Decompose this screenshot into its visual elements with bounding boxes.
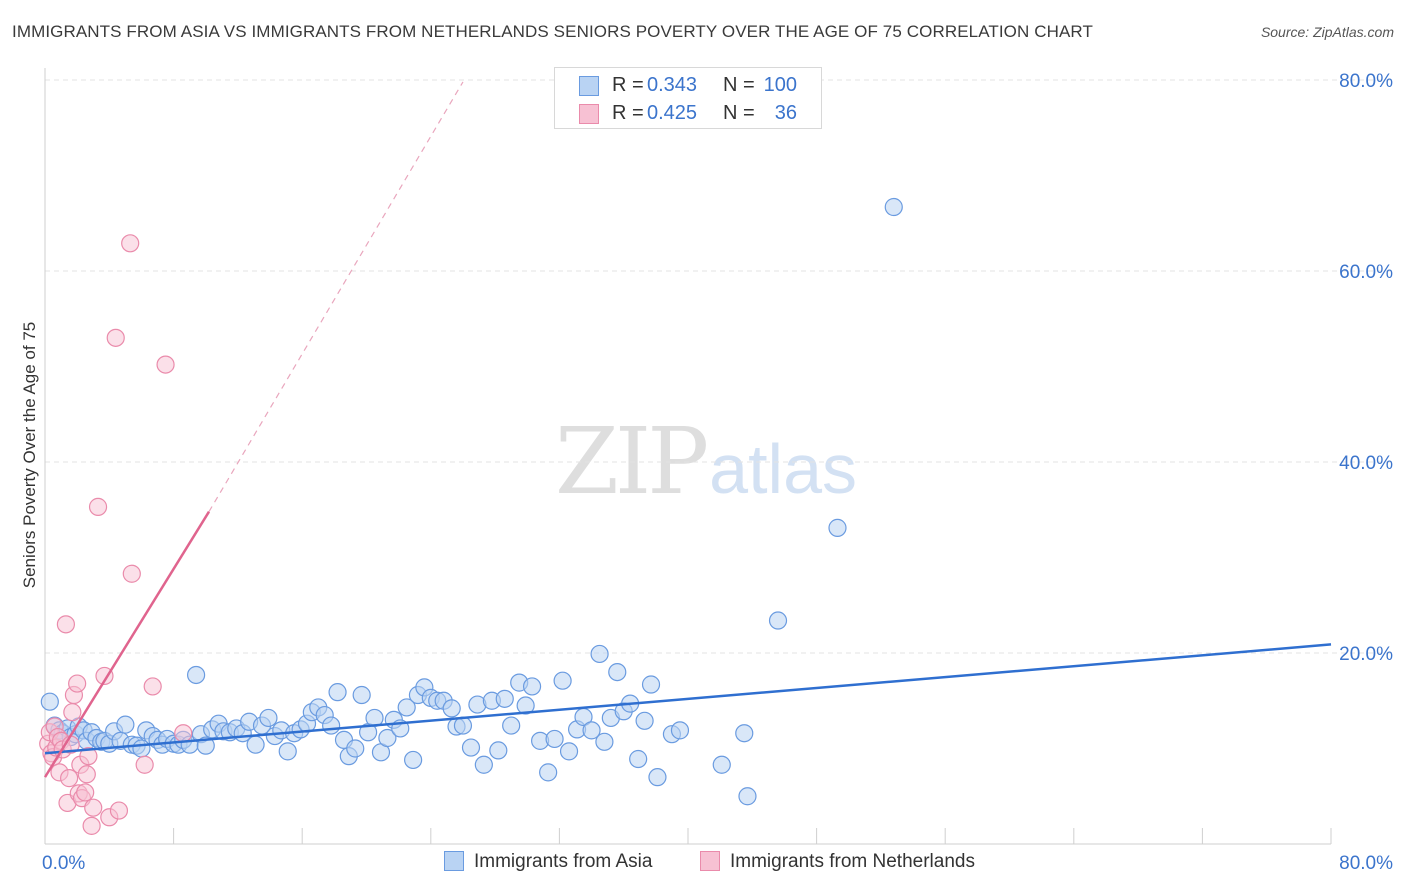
asia-point-57 [352, 685, 371, 705]
asia-point-61 [378, 728, 397, 748]
asia-point-83 [522, 677, 542, 696]
netherlands-point-21 [77, 765, 96, 784]
netherlands-point-31 [122, 564, 141, 583]
netherlands-point-24 [84, 798, 103, 817]
asia-point-98 [629, 749, 648, 769]
netherlands-point-22 [79, 747, 98, 766]
asia-point-86 [545, 729, 564, 749]
watermark-atlas: atlas [709, 430, 858, 508]
source-credit: Source: ZipAtlas.com [1260, 24, 1394, 40]
asia-point-42 [259, 708, 278, 728]
asia-point-105 [735, 724, 754, 743]
y-tick-label-1: 40.0% [1339, 453, 1393, 474]
netherlands-point-14 [63, 703, 82, 722]
asia-point-101 [648, 768, 667, 787]
asia-legend-swatch [444, 851, 464, 871]
asia-point-74 [461, 738, 481, 757]
netherlands-point-28 [106, 328, 125, 347]
asia-legend-label: Immigrants from Asia [474, 851, 653, 872]
netherlands-point-35 [174, 724, 193, 743]
asia-point-82 [516, 696, 535, 715]
netherlands-point-30 [121, 234, 140, 253]
asia-point-17 [116, 715, 135, 734]
asia-point-79 [495, 689, 514, 708]
asia-point-71 [442, 699, 461, 718]
asia-point-64 [397, 698, 416, 717]
asia-point-100 [641, 675, 661, 694]
asia-point-107 [768, 611, 788, 630]
legend-row-asia: R = 0.343 N = 100 [555, 72, 821, 100]
asia-n-value: 100 [763, 74, 797, 96]
netherlands-point-12 [60, 769, 79, 788]
y-tick-label-0: 20.0% [1339, 644, 1393, 665]
netherlands-legend-label: Immigrants from Netherlands [730, 851, 975, 872]
asia-point-99 [635, 711, 654, 730]
y-tick-label-2: 60.0% [1339, 262, 1393, 283]
asia-point-88 [559, 742, 579, 761]
asia-point-45 [278, 742, 297, 761]
netherlands-point-33 [143, 677, 162, 696]
netherlands-trend-line [43, 511, 211, 778]
correlation-legend: R = 0.343 N = 100 R = 0.425 N = 36 [554, 67, 822, 129]
x-tick-label-1: 80.0% [1339, 853, 1393, 874]
asia-point-30 [187, 665, 206, 685]
chart-title: IMMIGRANTS FROM ASIA VS IMMIGRANTS FROM … [12, 22, 1093, 41]
asia-point-106 [738, 787, 757, 806]
asia-point-56 [346, 739, 365, 758]
netherlands-r-value: 0.425 [647, 102, 698, 124]
y-tick-label-3: 80.0% [1339, 71, 1393, 92]
asia-r-value: 0.343 [647, 74, 698, 96]
netherlands-point-25 [88, 497, 108, 516]
asia-point-40 [246, 735, 265, 754]
netherlands-point-16 [68, 674, 87, 693]
legend-row-netherlands: R = 0.425 N = 36 [555, 100, 821, 128]
netherlands-n-label: N = [723, 102, 755, 124]
asia-point-78 [489, 741, 508, 760]
asia-trend-line [44, 643, 1332, 755]
netherlands-point-34 [156, 355, 175, 374]
netherlands-point-32 [135, 755, 154, 774]
netherlands-legend-swatch [700, 851, 720, 871]
netherlands-point-29 [109, 801, 129, 820]
netherlands-n-value: 36 [774, 102, 797, 124]
netherlands-point-23 [82, 816, 101, 835]
asia-point-109 [884, 197, 903, 217]
asia-r-label: R = [612, 74, 644, 96]
asia-swatch [579, 76, 599, 96]
asia-point-93 [595, 732, 614, 751]
legend-item-asia[interactable]: Immigrants from Asia [444, 851, 652, 873]
asia-point-91 [582, 721, 601, 740]
asia-point-103 [670, 721, 690, 740]
legend-item-netherlands[interactable]: Immigrants from Netherlands [700, 851, 975, 873]
netherlands-trend-extension [208, 81, 464, 512]
netherlands-swatch [579, 104, 599, 124]
netherlands-r-label: R = [612, 102, 644, 124]
asia-point-0 [40, 692, 59, 711]
asia-point-92 [590, 644, 609, 664]
netherlands-point-10 [56, 615, 75, 634]
asia-point-65 [404, 750, 423, 770]
asia-point-95 [608, 662, 627, 682]
y-axis-label: Seniors Poverty Over the Age of 75 [20, 321, 39, 589]
asia-point-85 [539, 763, 558, 782]
series-legend: Immigrants from Asia Immigrants from Net… [0, 851, 1406, 877]
x-tick-label-0: 0.0% [42, 853, 85, 874]
asia-point-76 [474, 755, 493, 774]
asia-n-label: N = [723, 74, 755, 96]
asia-point-53 [328, 683, 347, 702]
asia-point-104 [712, 755, 731, 774]
asia-point-80 [502, 716, 521, 735]
asia-point-108 [828, 518, 847, 537]
asia-point-87 [553, 671, 572, 690]
netherlands-point-20 [76, 783, 95, 802]
asia-point-52 [322, 716, 341, 735]
asia-point-32 [196, 736, 215, 755]
